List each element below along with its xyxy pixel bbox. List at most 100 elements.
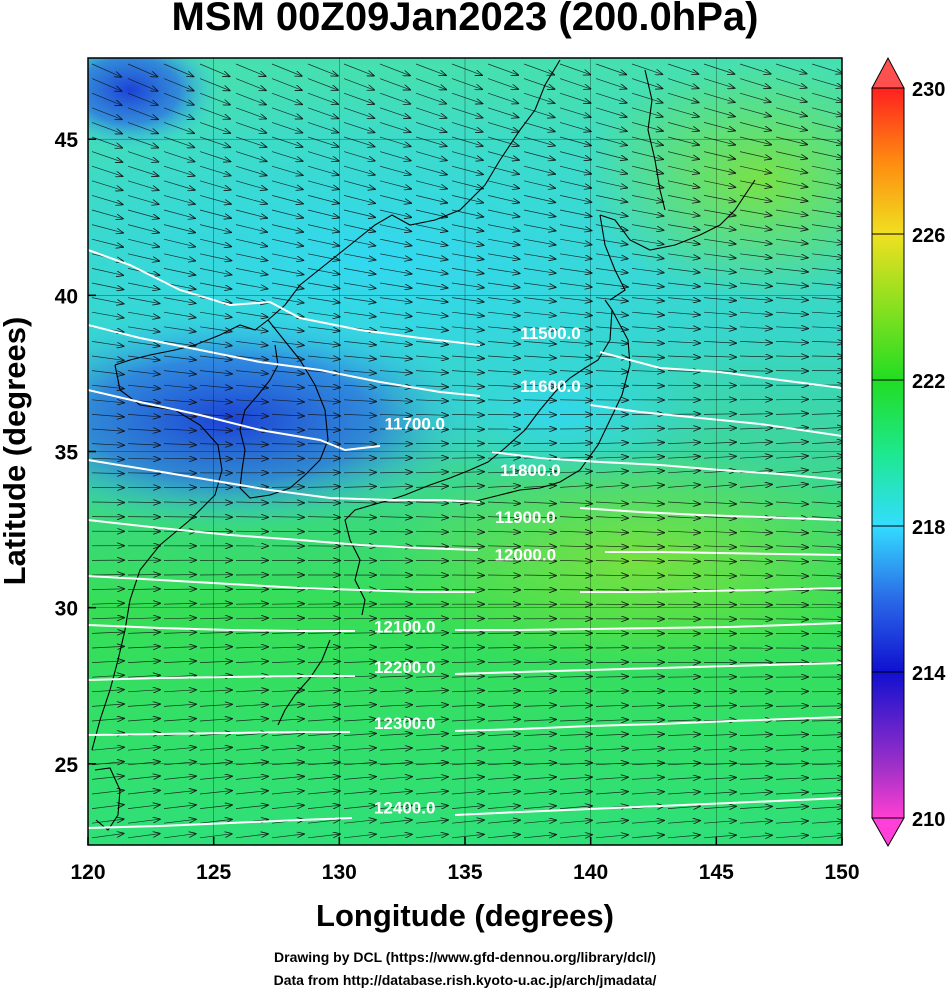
wind-vector [379,151,411,161]
wind-vector [271,805,304,809]
wind-vector [667,691,700,692]
wind-vector [127,632,160,633]
wind-vector [235,719,268,721]
wind-vector [811,298,842,300]
wind-vector [235,776,268,779]
wind-vector [703,706,736,707]
wind-vector [775,312,808,314]
wind-vector [811,312,842,314]
wind-vector [595,107,627,117]
wind-vector [343,834,376,839]
wind-vector [163,819,196,824]
wind-vector [451,633,484,634]
wind-vector [487,78,518,90]
colorbar-tick-label: 226 [912,225,945,247]
wind-vector [487,531,520,532]
wind-vector [703,821,736,824]
wind-vector [811,706,842,707]
wind-vector [559,820,592,823]
wind-vector [811,821,842,823]
wind-vector [739,356,772,357]
cold-core [88,310,490,530]
wind-vector [848,835,880,837]
wind-vector [91,384,124,388]
wind-vector [199,282,231,289]
wind-vector [271,341,304,345]
wind-vector [559,720,592,721]
wind-vector [559,195,591,202]
wind-vector [667,107,699,117]
wind-vector [631,428,664,429]
wind-vector [415,385,448,387]
wind-vector [451,719,484,721]
wind-vector [307,195,339,203]
wind-vector [451,531,484,532]
wind-vector [415,224,447,232]
wind-vector [667,312,700,315]
wind-vector [559,691,592,692]
wind-vector [559,165,591,174]
wind-vector [631,705,664,706]
wind-vector [271,487,304,488]
wind-vector [775,502,808,504]
wind-vector [559,253,592,259]
wind-vector [451,356,484,359]
wind-vector [235,282,268,289]
wind-vector [739,341,772,343]
wind-vector [559,209,591,216]
wind-vector [127,747,160,750]
wind-vector [343,92,374,104]
wind-vector [703,180,735,188]
wind-vector [199,776,232,779]
wind-vector [415,517,448,518]
wind-vector [415,633,448,634]
wind-vector [379,63,410,76]
wind-vector [487,356,520,358]
wind-vector [487,195,519,202]
wind-vector [199,385,232,388]
wind-vector [451,777,484,780]
wind-vector [343,690,376,692]
wind-vector [667,341,700,343]
wind-vector [451,180,483,189]
wind-vector [199,355,232,360]
wind-vector [163,326,196,332]
wind-vector [595,195,627,202]
wind-vector [775,165,807,173]
wind-vector [271,791,304,794]
wind-vector [163,458,196,459]
wind-vector [91,444,124,446]
wind-vector [739,619,772,620]
colorbar-scale [871,87,905,819]
wind-vector [631,253,664,259]
wind-vector [307,63,338,76]
wind-vector [91,618,124,619]
wind-vector [487,777,520,779]
wind-vector [343,311,376,316]
wind-vector [523,356,556,358]
wind-vector [487,253,520,259]
wind-vector [199,209,231,218]
wind-vector [487,63,518,75]
wind-vector [343,180,375,189]
wind-vector [127,253,159,261]
wind-vector [775,821,808,823]
wind-vector [775,414,808,415]
wind-vector [631,63,662,74]
wind-vector [379,195,411,203]
wind-vector [487,517,520,518]
wind-vector [559,676,592,677]
wind-vector [667,136,699,145]
wind-vector [451,165,483,174]
wind-vector [487,282,520,288]
wind-vector [523,748,556,750]
wind-vector [811,590,842,591]
wind-vector [487,486,520,488]
wind-vector [631,691,664,692]
wind-vector [379,297,412,303]
wind-vector [415,834,448,839]
wind-vector [307,92,338,104]
wind-vector [343,633,376,634]
contour-12000 [88,575,842,593]
wind-vector [631,677,664,678]
